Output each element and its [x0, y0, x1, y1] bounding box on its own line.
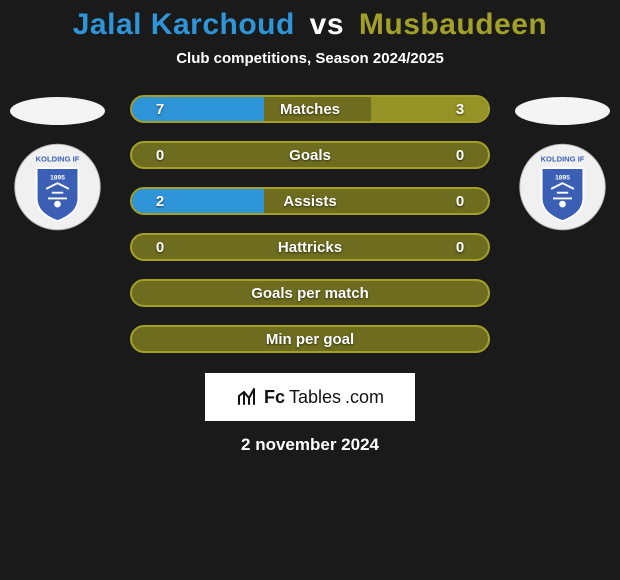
svg-text:1895: 1895: [555, 174, 570, 181]
right-player-column: KOLDING IF 1895: [515, 95, 610, 231]
fctables-logo-icon: [236, 387, 260, 407]
title-player1: Jalal Karchoud: [73, 8, 295, 41]
page-title: Jalal Karchoud vs Musbaudeen: [0, 8, 620, 42]
stat-bar: 0Hattricks0: [130, 233, 490, 261]
stat-value-left: 0: [132, 147, 188, 164]
generated-date: 2 november 2024: [0, 435, 620, 455]
crest-top-text: KOLDING IF: [541, 154, 585, 163]
stat-label: Goals: [188, 147, 432, 164]
stat-value-right: 3: [432, 101, 488, 118]
comparison-content: KOLDING IF 1895 KOLDING IF: [0, 95, 620, 455]
brand-tables: Tables: [289, 387, 341, 408]
title-player2: Musbaudeen: [359, 8, 547, 41]
player2-club-crest: KOLDING IF 1895: [515, 143, 610, 231]
stat-bars: 7Matches30Goals02Assists00Hattricks0Goal…: [130, 95, 490, 353]
stat-label: Hattricks: [188, 239, 432, 256]
stat-value-left: 2: [132, 193, 188, 210]
stat-label: Assists: [188, 193, 432, 210]
stat-value-right: 0: [432, 147, 488, 164]
brand-fc: Fc: [264, 387, 285, 408]
stat-value-left: 7: [132, 101, 188, 118]
stat-label: Goals per match: [188, 285, 432, 302]
brand-box: FcTables.com: [205, 373, 415, 421]
stat-value-right: 0: [432, 239, 488, 256]
stat-bar: 2Assists0: [130, 187, 490, 215]
left-player-column: KOLDING IF 1895: [10, 95, 105, 231]
stat-label: Matches: [188, 101, 432, 118]
stat-value-right: 0: [432, 193, 488, 210]
player1-placeholder-ellipse: [10, 97, 105, 125]
svg-text:1895: 1895: [50, 174, 65, 181]
player2-placeholder-ellipse: [515, 97, 610, 125]
stat-bar: 0Goals0: [130, 141, 490, 169]
brand-dotcom: .com: [345, 387, 384, 408]
stat-bar: Goals per match: [130, 279, 490, 307]
crest-top-text: KOLDING IF: [36, 154, 80, 163]
stat-bar: Min per goal: [130, 325, 490, 353]
subtitle: Club competitions, Season 2024/2025: [0, 50, 620, 67]
stat-label: Min per goal: [188, 331, 432, 348]
title-vs: vs: [310, 8, 344, 41]
stat-value-left: 0: [132, 239, 188, 256]
stat-bar: 7Matches3: [130, 95, 490, 123]
player1-club-crest: KOLDING IF 1895: [10, 143, 105, 231]
